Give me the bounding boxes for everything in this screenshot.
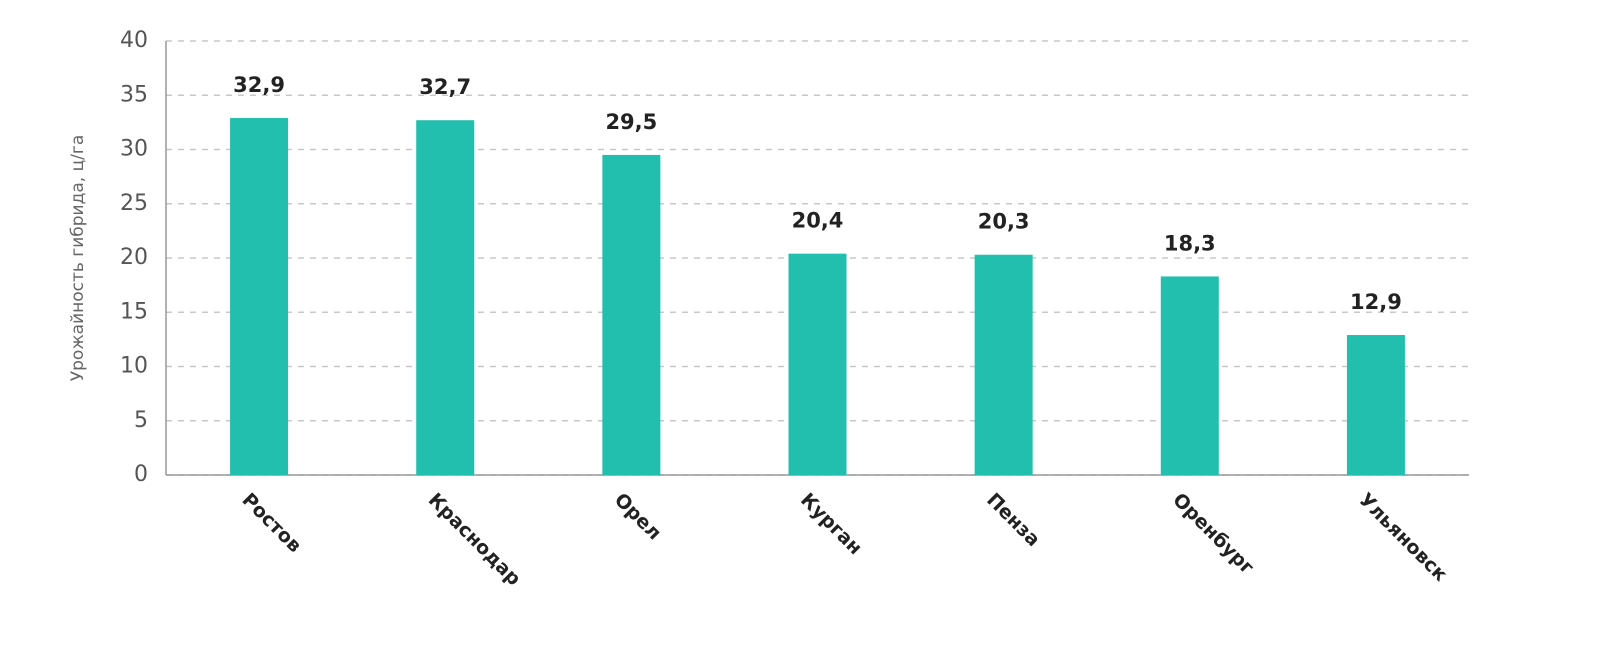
bar <box>788 253 847 475</box>
bar <box>230 118 289 475</box>
value-label: 29,5 <box>605 110 657 134</box>
value-label: 20,4 <box>792 209 844 233</box>
value-label: 18,3 <box>1164 231 1216 255</box>
y-tick-label: 40 <box>120 28 148 53</box>
x-tick-label: Курган <box>796 489 866 559</box>
y-tick-label: 0 <box>134 462 148 487</box>
y-tick-label: 15 <box>120 299 148 324</box>
value-label: 12,9 <box>1350 290 1402 314</box>
bar <box>416 120 475 475</box>
bar <box>1160 276 1219 475</box>
x-tick-label: Ростов <box>238 489 306 557</box>
y-tick-label: 10 <box>120 354 148 379</box>
value-label: 32,7 <box>419 75 471 99</box>
y-axis-label: Урожайность гибрида, ц/га <box>68 135 88 381</box>
value-label: 32,9 <box>233 73 285 97</box>
bar <box>1346 335 1405 475</box>
value-label: 20,3 <box>978 210 1030 234</box>
bar <box>602 154 661 476</box>
x-tick-label: Орел <box>610 489 666 545</box>
x-tick-label: Ульяновск <box>1355 489 1452 586</box>
x-tick-label: Краснодар <box>424 489 525 590</box>
x-tick-label: Оренбург <box>1168 489 1258 579</box>
bar <box>974 254 1033 475</box>
y-tick-label: 30 <box>120 137 148 162</box>
x-tick-label: Пенза <box>982 489 1044 551</box>
y-tick-label: 25 <box>120 191 148 216</box>
y-tick-label: 5 <box>134 408 148 433</box>
y-tick-label: 35 <box>120 82 148 107</box>
y-tick-label: 20 <box>120 245 148 270</box>
